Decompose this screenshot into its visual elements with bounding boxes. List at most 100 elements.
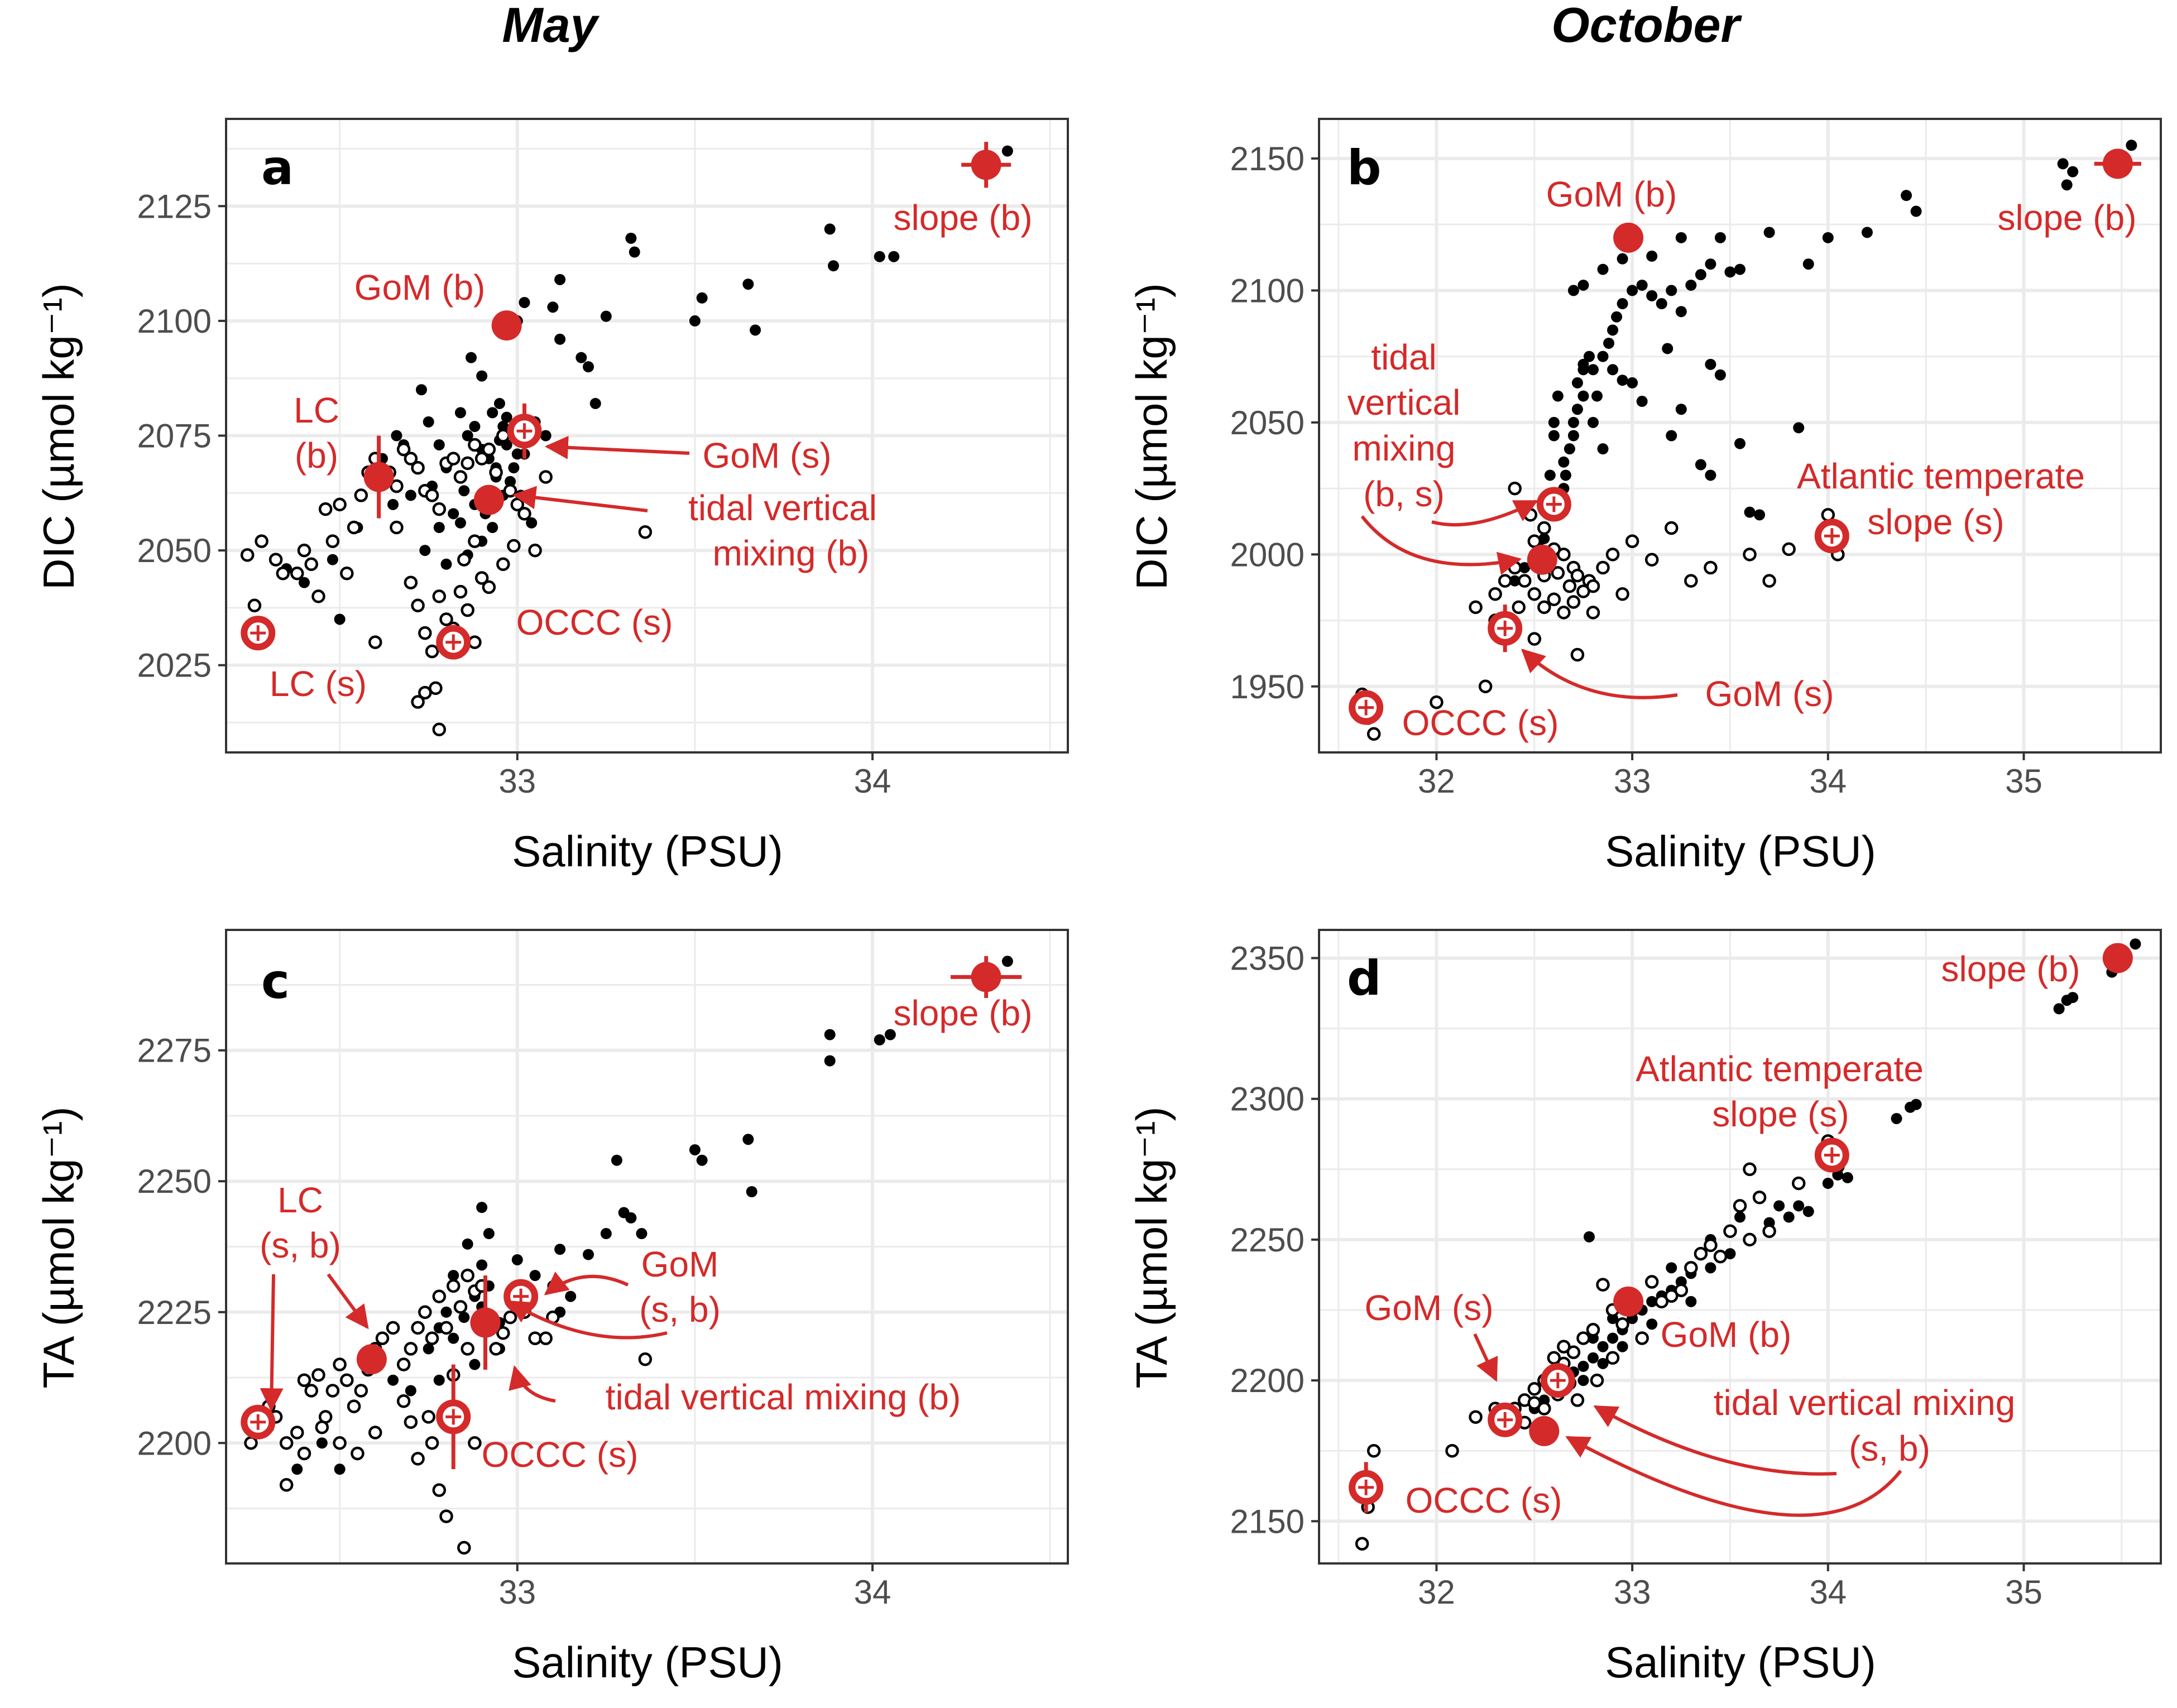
data-point-bottom	[1607, 364, 1619, 376]
data-point-bottom	[742, 279, 754, 290]
data-point-surface	[411, 460, 425, 475]
data-point-surface	[1762, 574, 1776, 588]
y-tick-label: 2025	[137, 647, 212, 684]
data-point-bottom	[1567, 430, 1579, 442]
y-tick-label: 2100	[137, 303, 212, 340]
data-point-bottom	[1571, 377, 1583, 388]
data-point-bottom	[1783, 1211, 1795, 1223]
data-point-bottom	[1617, 375, 1628, 386]
data-point-surface	[418, 1305, 432, 1320]
data-point-bottom	[547, 301, 559, 313]
arrow-a-tidal	[512, 486, 648, 512]
endmember-marker-bottom	[1527, 544, 1557, 575]
data-point-bottom	[696, 1154, 708, 1166]
data-point-bottom	[1754, 509, 1766, 521]
data-point-surface	[290, 566, 304, 580]
data-point-surface	[453, 470, 468, 484]
data-point-bottom	[508, 462, 520, 474]
data-point-bottom	[1901, 190, 1912, 201]
data-point-bottom	[440, 1306, 452, 1318]
data-point-surface	[1644, 553, 1659, 567]
arrow-d-tidal-upper	[1593, 1405, 1837, 1476]
data-point-bottom	[2061, 179, 2073, 191]
data-point-surface	[1445, 1443, 1459, 1458]
data-point-bottom	[1587, 364, 1599, 376]
data-point-bottom	[1656, 298, 1667, 310]
data-point-bottom	[1552, 390, 1564, 402]
data-point-bottom	[1705, 469, 1716, 481]
data-point-bottom	[1597, 443, 1609, 455]
data-point-bottom	[1734, 263, 1746, 275]
data-point-bottom	[526, 517, 538, 529]
data-point-bottom	[554, 274, 566, 285]
y-tick-label: 2125	[137, 188, 212, 225]
data-point-surface	[1743, 1162, 1757, 1177]
data-point-surface	[1366, 1443, 1381, 1458]
data-point-surface	[1512, 600, 1526, 615]
data-point-bottom	[1564, 443, 1575, 455]
data-point-surface	[432, 502, 447, 516]
data-point-surface	[1625, 534, 1639, 548]
data-point-bottom	[1662, 343, 1673, 354]
data-point-bottom	[298, 577, 310, 588]
y-tick-label: 2250	[137, 1163, 212, 1200]
data-point-bottom	[1802, 258, 1814, 270]
data-point-bottom	[884, 1029, 896, 1040]
data-point-surface	[1684, 1261, 1698, 1275]
data-point-surface	[311, 589, 325, 603]
endmember-marker-bottom	[356, 1344, 387, 1375]
data-point-bottom	[824, 1055, 836, 1067]
data-point-bottom	[1714, 232, 1726, 243]
data-point-surface	[474, 452, 489, 466]
data-point-surface	[1586, 579, 1600, 593]
data-point-bottom	[1597, 1341, 1609, 1352]
y-tick-label: 2150	[1230, 1503, 1305, 1540]
data-point-bottom	[423, 416, 434, 428]
data-point-bottom	[589, 397, 601, 409]
data-point-bottom	[462, 430, 473, 442]
data-point-bottom	[419, 545, 431, 556]
data-point-bottom	[497, 421, 509, 433]
data-point-surface	[404, 1415, 418, 1429]
data-point-bottom	[423, 1343, 434, 1355]
data-point-bottom	[505, 476, 516, 487]
data-point-surface	[276, 566, 290, 580]
data-point-bottom	[1509, 575, 1521, 587]
panel-b: 32 33 34 35 1950 2000 2050 2100 2150	[1230, 118, 2162, 800]
data-point-surface	[1537, 600, 1551, 615]
label-c-gom-line1: GoM	[641, 1244, 719, 1284]
data-point-surface	[304, 557, 318, 572]
data-point-surface	[425, 1436, 439, 1450]
y-tick-label: 2100	[1230, 272, 1305, 309]
panel-border-d	[1318, 929, 2162, 1565]
data-point-surface	[1430, 695, 1444, 709]
y-axis-title-a: DIC (µmol kg⁻¹)	[34, 283, 83, 590]
endmember-marker-bottom	[1529, 1416, 1560, 1446]
data-point-bottom	[469, 421, 481, 433]
column-title-may: May	[502, 0, 600, 52]
y-tick-label: 2225	[137, 1294, 212, 1331]
label-b-occc-s: OCCC (s)	[1402, 703, 1559, 743]
data-point-bottom	[1646, 1296, 1658, 1307]
data-point-bottom	[448, 1270, 459, 1282]
data-point-bottom	[1583, 1231, 1595, 1242]
data-point-bottom	[433, 1374, 445, 1386]
label-b-gom-s: GoM (s)	[1705, 674, 1834, 714]
label-b-atlantic-line1: Atlantic temperate	[1797, 456, 2085, 496]
data-point-surface	[354, 1384, 368, 1398]
data-point-surface	[539, 470, 553, 484]
data-point-surface	[325, 534, 340, 548]
data-point-bottom	[1560, 469, 1571, 481]
data-point-bottom	[583, 1249, 594, 1260]
data-point-surface	[1635, 1331, 1649, 1345]
x-tick-label: 34	[854, 1573, 891, 1611]
data-point-bottom	[1548, 430, 1560, 442]
x-tick-label: 33	[498, 762, 536, 800]
data-point-bottom	[469, 1359, 481, 1370]
data-point-bottom	[1646, 290, 1658, 301]
arrow-c-lc-s	[260, 1274, 284, 1412]
data-point-surface	[528, 543, 542, 558]
data-point-bottom	[689, 315, 701, 327]
data-point-bottom	[1861, 227, 1873, 238]
data-point-bottom	[1583, 351, 1595, 362]
